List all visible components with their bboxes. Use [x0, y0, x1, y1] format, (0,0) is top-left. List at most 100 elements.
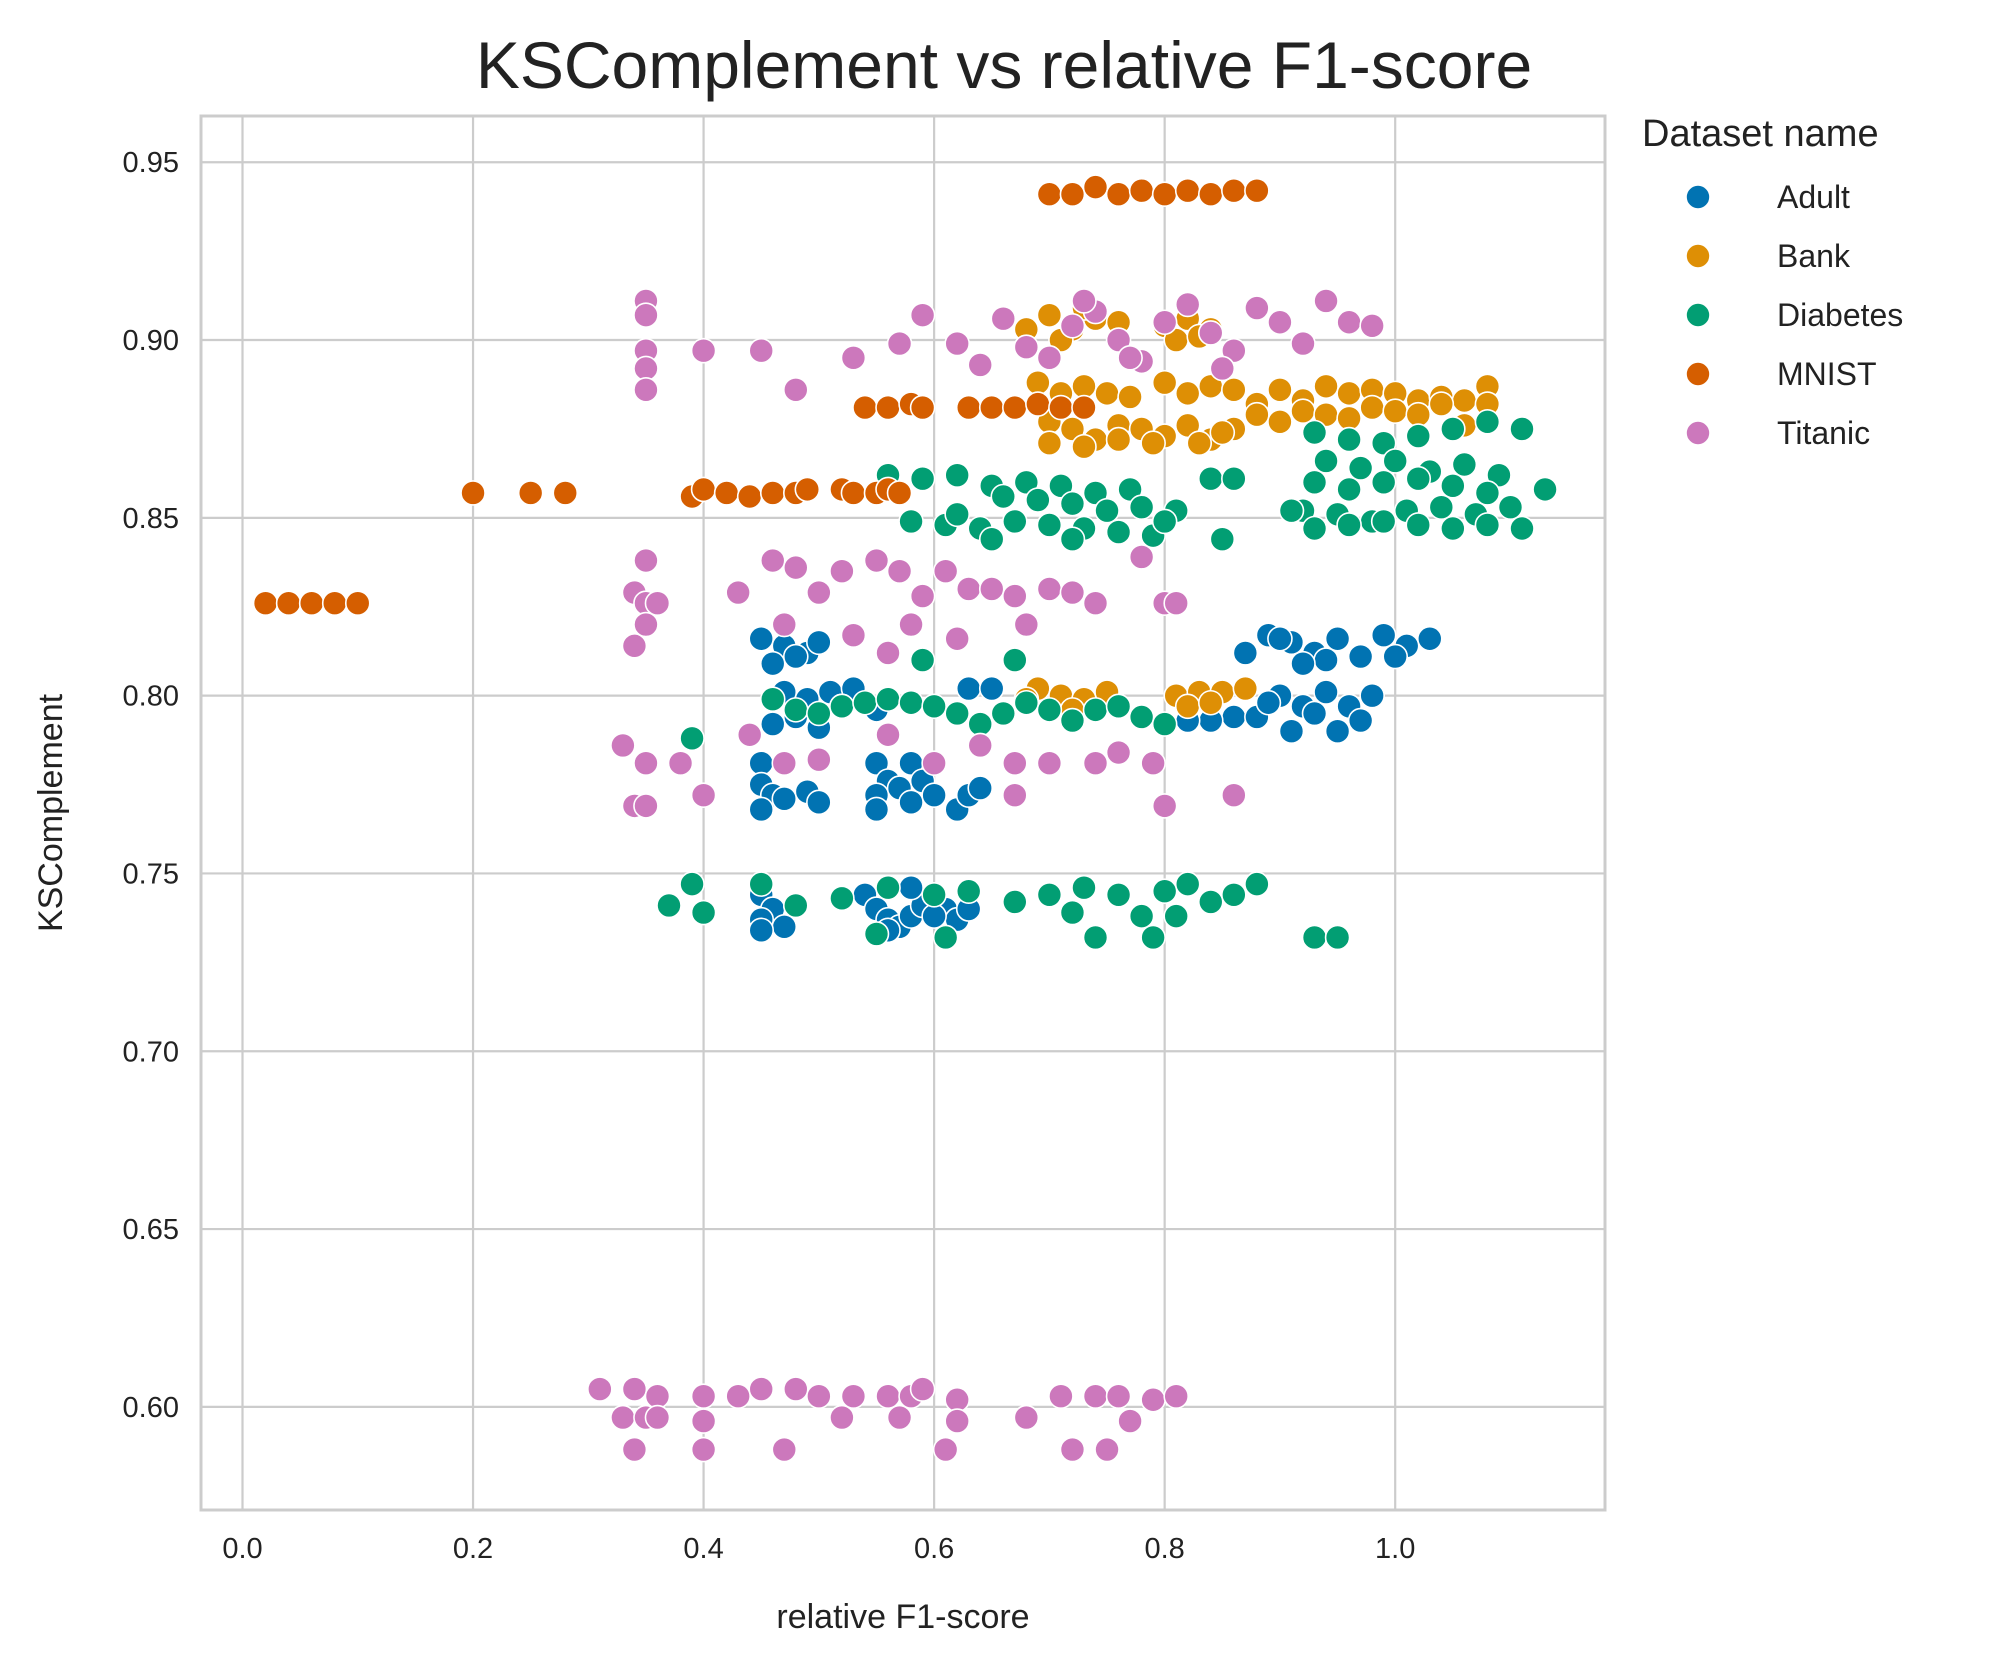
- data-point: [782, 1376, 809, 1402]
- legend-label: Bank: [1777, 238, 1851, 274]
- data-point: [1105, 881, 1132, 908]
- data-point: [771, 913, 798, 940]
- data-point: [1117, 384, 1143, 410]
- legend-label: Titanic: [1777, 415, 1870, 451]
- data-point: [944, 700, 970, 727]
- data-point: [990, 305, 1017, 332]
- data-point: [1002, 750, 1028, 777]
- data-point: [1451, 451, 1478, 478]
- data-point: [1105, 1383, 1132, 1410]
- legend-items: Adult Bank Diabetes MNIST Titanic: [1685, 179, 1903, 451]
- data-point: [1382, 448, 1409, 474]
- data-point: [1163, 903, 1189, 929]
- data-point: [990, 483, 1017, 510]
- data-point: [1036, 181, 1063, 208]
- data-point: [875, 686, 901, 713]
- data-point: [978, 394, 1005, 421]
- data-point: [1163, 1383, 1189, 1410]
- y-tick-label: 0.80: [123, 681, 179, 713]
- data-point: [921, 750, 947, 777]
- data-point: [1128, 704, 1155, 730]
- data-point: [713, 480, 740, 506]
- data-point: [909, 583, 936, 609]
- data-point: [298, 590, 325, 616]
- data-point: [633, 750, 659, 777]
- data-point: [944, 462, 970, 488]
- data-point: [1002, 647, 1028, 673]
- data-point: [1451, 387, 1478, 414]
- data-point: [1151, 181, 1178, 208]
- data-point: [1082, 480, 1109, 506]
- data-point: [1002, 782, 1028, 809]
- data-point: [748, 750, 775, 777]
- data-point: [1497, 494, 1524, 520]
- y-tick-label: 0.60: [123, 1392, 179, 1424]
- data-point: [782, 892, 809, 919]
- data-point: [1290, 330, 1316, 357]
- data-point: [1186, 430, 1213, 456]
- y-tick-label: 0.85: [123, 503, 179, 535]
- data-point: [1301, 515, 1328, 542]
- x-tick-label: 0.4: [683, 1533, 723, 1565]
- data-point: [1036, 576, 1063, 602]
- data-point: [1209, 419, 1236, 446]
- data-point: [1324, 924, 1351, 951]
- data-point: [1174, 177, 1201, 204]
- data-point: [1370, 622, 1397, 648]
- data-point: [886, 1404, 913, 1431]
- data-point: [921, 782, 947, 809]
- data-point: [1059, 899, 1086, 926]
- data-point: [1071, 394, 1097, 421]
- data-point: [852, 689, 878, 716]
- data-point: [736, 721, 763, 748]
- data-point: [978, 675, 1005, 702]
- data-point: [932, 558, 959, 584]
- data-point: [1359, 682, 1385, 709]
- data-point: [1221, 881, 1247, 908]
- data-point: [806, 789, 832, 816]
- data-point: [679, 725, 705, 752]
- data-point: [1382, 643, 1409, 670]
- series-titanic: [587, 288, 1385, 1463]
- data-point: [806, 1383, 832, 1410]
- data-point: [1059, 416, 1086, 442]
- data-point: [1301, 924, 1328, 951]
- data-point: [344, 590, 371, 616]
- data-point: [1059, 313, 1086, 339]
- data-point: [909, 394, 936, 421]
- data-point: [1151, 369, 1178, 396]
- data-point: [1359, 394, 1385, 421]
- data-point: [1025, 369, 1051, 396]
- data-point: [1036, 697, 1063, 723]
- x-tick-label: 0.0: [222, 1533, 262, 1565]
- data-point: [1094, 497, 1120, 524]
- data-point: [759, 711, 786, 737]
- data-point: [1440, 416, 1466, 442]
- data-point: [1036, 430, 1063, 456]
- data-point: [1382, 398, 1409, 424]
- data-point: [1059, 490, 1086, 517]
- data-point: [1094, 1436, 1120, 1463]
- data-point: [1313, 373, 1339, 400]
- data-point: [771, 611, 798, 638]
- data-point: [1347, 707, 1374, 734]
- data-point: [1405, 512, 1432, 538]
- data-point: [1221, 377, 1247, 403]
- legend-label: MNIST: [1777, 356, 1877, 392]
- data-point: [863, 921, 890, 947]
- data-point: [829, 693, 855, 720]
- data-point: [633, 302, 659, 328]
- data-point: [1082, 697, 1109, 723]
- data-point: [1140, 924, 1166, 951]
- series-adult: [748, 622, 1443, 944]
- data-point: [633, 547, 659, 574]
- data-point: [1071, 433, 1097, 460]
- data-point: [1128, 903, 1155, 929]
- data-point: [517, 480, 544, 506]
- data-point: [967, 775, 994, 801]
- data-point: [690, 899, 717, 926]
- y-tick-label: 0.90: [123, 325, 179, 357]
- data-point: [1036, 345, 1063, 371]
- data-point: [1105, 327, 1132, 353]
